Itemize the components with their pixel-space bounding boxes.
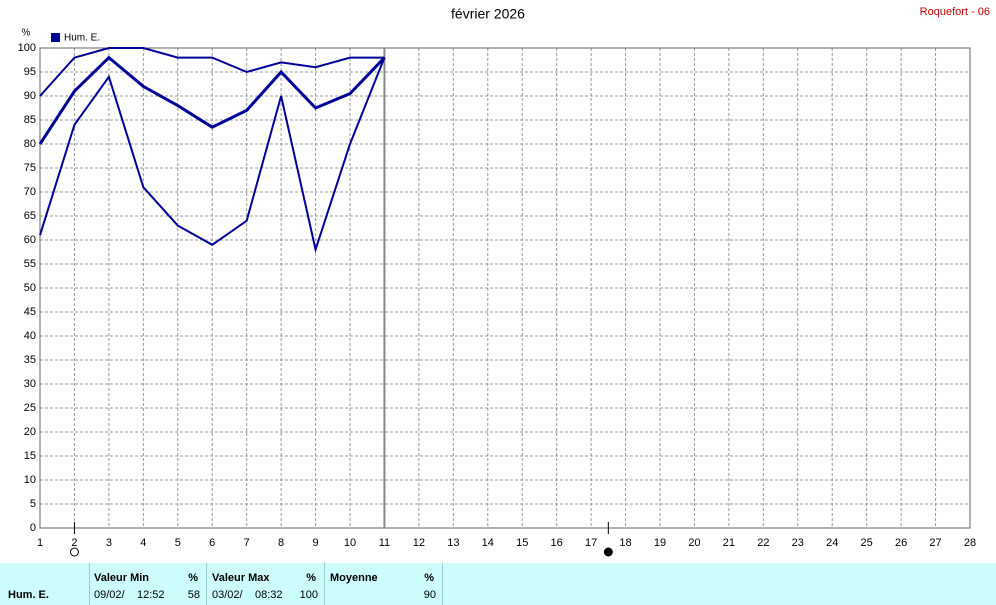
column-unit: % [424,572,434,584]
x-tick-label: 14 [482,537,494,549]
x-tick-label: 5 [175,537,181,549]
column-unit: % [188,572,198,584]
x-tick-label: 24 [826,537,838,549]
y-tick-label: 15 [24,450,36,462]
value: 90 [423,589,436,601]
series-line [38,55,386,145]
y-tick-label: 20 [24,426,36,438]
time: 08:32 [255,589,283,601]
x-tick-label: 21 [723,537,735,549]
y-tick-label: 100 [18,42,36,54]
y-tick-label: 30 [24,378,36,390]
y-tick-label: 10 [24,474,36,486]
y-tick-label: 45 [24,306,36,318]
x-tick-label: 4 [140,537,146,549]
date: 09/02/ [94,589,125,601]
moon-phase [69,547,79,557]
moon-phase [603,547,613,557]
y-tick-label: 65 [24,210,36,222]
x-tick-label: 10 [344,537,356,549]
time: 12:52 [137,589,165,601]
y-tick-label: 55 [24,258,36,270]
x-tick-label: 19 [654,537,666,549]
x-tick-label: 13 [447,537,459,549]
table-cell: Moyenne% 90 [326,563,443,605]
y-tick-label: 25 [24,402,36,414]
x-tick-label: 11 [379,537,390,549]
y-tick-label: 85 [24,114,36,126]
x-tick-label: 6 [209,537,215,549]
y-tick-label: 0 [30,522,36,534]
column-unit: % [306,572,316,584]
x-tick-label: 18 [619,537,631,549]
series-line [39,57,386,254]
column-header: Moyenne [330,572,378,584]
value: 100 [299,589,318,601]
legend-swatch [51,33,60,42]
x-tick-label: 20 [688,537,700,549]
row-label: Hum. E. [8,589,49,601]
x-tick-label: 8 [278,537,284,549]
value: 58 [187,589,200,601]
x-tick-label: 16 [551,537,563,549]
y-tick-label: 70 [24,186,36,198]
table-cell: Valeur Min% 09/02/12:52 58 [90,563,207,605]
x-tick-label: 22 [757,537,769,549]
x-tick-label: 3 [106,537,112,549]
x-tick-label: 26 [895,537,907,549]
x-tick-label: 27 [929,537,941,549]
y-tick-label: 60 [24,234,36,246]
x-tick-label: 25 [861,537,873,549]
plot-frame [39,47,971,529]
y-tick-label: 35 [24,354,36,366]
y-tick-label: 95 [24,66,36,78]
series-line [39,47,385,97]
x-tick-label: 9 [312,537,318,549]
y-tick-label: 75 [24,162,36,174]
stats-table: Hum. E. Valeur Min% 09/02/12:52 58 Valeur Ma… [0,563,996,605]
x-tick-label: 1 [37,537,43,549]
y-tick-label: 90 [24,90,36,102]
table-cell: Hum. E. [0,563,90,605]
x-tick-label: 23 [792,537,804,549]
y-tick-label: 40 [24,330,36,342]
column-header: Valeur Max [212,572,270,584]
station: Roquefort - 06 [920,6,990,18]
y-unit: % [22,28,31,39]
date: 03/02/ [212,589,243,601]
x-tick-label: 28 [964,537,976,549]
y-tick-label: 50 [24,282,36,294]
y-tick-label: 80 [24,138,36,150]
chart: février 2026 Roquefort - 06 % Hum. E. 0 5… [18,6,990,557]
chart-title: février 2026 [451,6,525,22]
table-cell: Valeur Max% 03/02/08:32 100 [208,563,325,605]
x-tick-label: 17 [585,537,597,549]
y-tick-label: 5 [30,498,36,510]
x-tick-label: 7 [244,537,250,549]
legend-label: Hum. E. [64,33,100,44]
x-tick-label: 15 [516,537,528,549]
column-header: Valeur Min [94,572,150,584]
x-tick-label: 12 [413,537,425,549]
x-tick-label: 2 [71,537,77,549]
